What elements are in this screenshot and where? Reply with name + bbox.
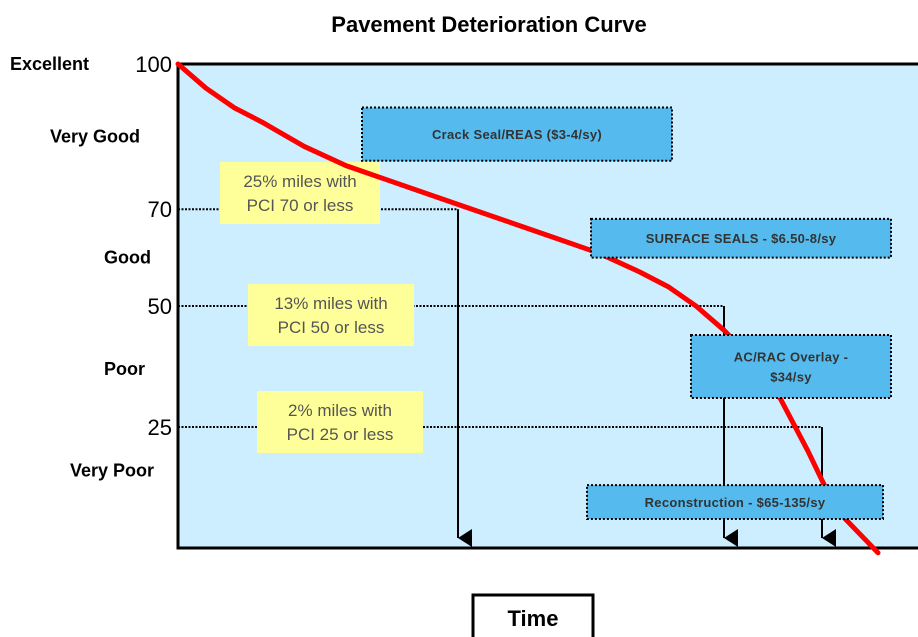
condition-label-excellent: Excellent bbox=[10, 54, 89, 74]
note-box-25 bbox=[257, 391, 423, 453]
chart-title: Pavement Deterioration Curve bbox=[331, 12, 646, 37]
condition-label-very-good: Very Good bbox=[50, 127, 140, 147]
note-text-50-0: 13% miles with bbox=[274, 294, 387, 313]
label-layer: 100 70 50 25 Excellent Very Good Good Poor Very … bbox=[10, 52, 172, 481]
condition-label-very-poor: Very Poor bbox=[70, 461, 154, 481]
treatment-text-2-1: $34/sy bbox=[770, 370, 812, 385]
y-tick-label-70: 70 bbox=[148, 197, 172, 222]
note-text-25-1: PCI 25 or less bbox=[287, 425, 394, 444]
y-tick-label-50: 50 bbox=[148, 294, 172, 319]
y-tick-label-25: 25 bbox=[148, 415, 172, 440]
box-layer: Crack Seal/REAS ($3-4/sy) SURFACE SEALS -… bbox=[361, 106, 892, 520]
condition-label-good: Good bbox=[104, 248, 151, 268]
x-axis-label: Time bbox=[508, 606, 559, 631]
treatment-text-3-0: Reconstruction - $65-135/sy bbox=[645, 495, 826, 510]
treatment-text-0-0: Crack Seal/REAS ($3-4/sy) bbox=[432, 127, 602, 142]
y-tick-label-100: 100 bbox=[135, 52, 172, 77]
treatment-box-0 bbox=[361, 106, 673, 162]
note-box-70 bbox=[220, 162, 380, 224]
note-text-25-0: 2% miles with bbox=[288, 401, 392, 420]
x-axis-label-box bbox=[471, 593, 595, 637]
treatment-box-1 bbox=[590, 217, 892, 259]
note-text-50-1: PCI 50 or less bbox=[278, 318, 385, 337]
note-box-50 bbox=[248, 284, 414, 346]
treatment-box-2 bbox=[690, 334, 892, 399]
note-text-70-1: PCI 70 or less bbox=[247, 196, 354, 215]
treatment-text-2-0: AC/RAC Overlay - bbox=[734, 350, 849, 365]
note-text-70-0: 25% miles with bbox=[243, 172, 356, 191]
treatment-text-1-0: SURFACE SEALS - $6.50-8/sy bbox=[646, 231, 837, 246]
treatment-box-3 bbox=[586, 484, 884, 520]
condition-label-poor: Poor bbox=[104, 359, 145, 379]
